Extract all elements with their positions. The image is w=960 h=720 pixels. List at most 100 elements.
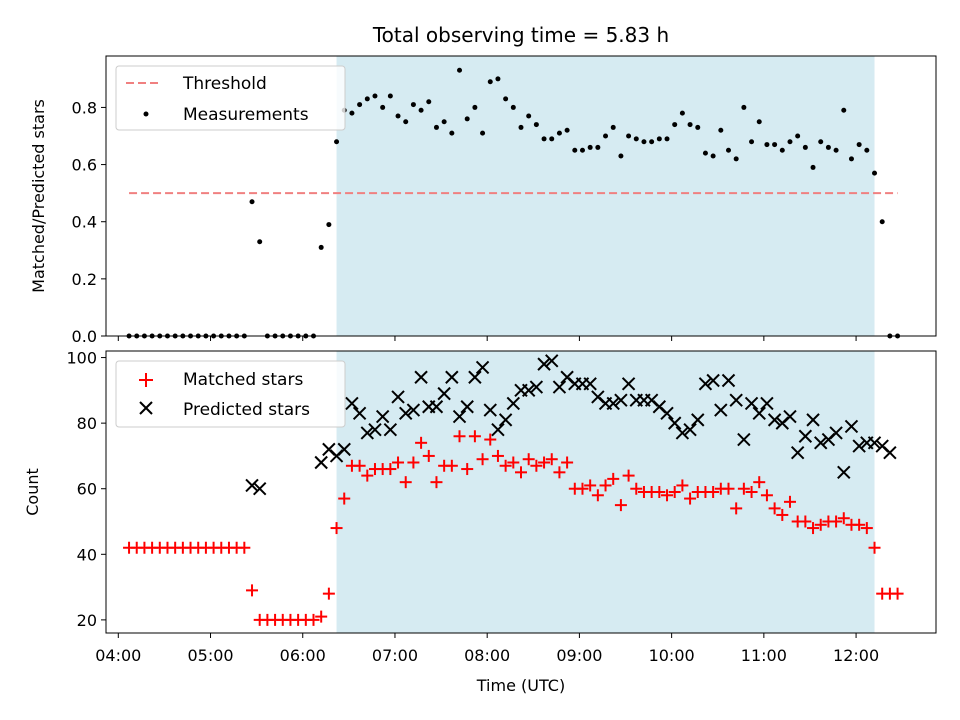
measurement-point — [472, 104, 478, 110]
measurement-point — [764, 142, 770, 148]
count-x-tick-label: 11:00 — [741, 646, 787, 665]
measurement-point — [510, 104, 516, 110]
measurement-point — [695, 124, 701, 130]
count-x-tick-label: 12:00 — [833, 646, 879, 665]
measurement-point — [664, 136, 670, 142]
matched-star-point — [246, 584, 259, 597]
predicted-star-point — [621, 377, 636, 391]
measurement-point — [702, 150, 708, 156]
predicted-star-point — [714, 403, 728, 417]
matched-star-point — [553, 466, 566, 479]
matched-star-point — [522, 453, 535, 466]
measurement-point — [526, 113, 532, 119]
measurement-point — [795, 133, 801, 139]
measurement-point — [541, 136, 547, 142]
count-legend: Matched stars Predicted stars — [115, 360, 346, 428]
measurement-point — [841, 107, 847, 113]
measurement-point — [357, 102, 363, 108]
measurement-point — [426, 99, 432, 105]
measurement-point — [618, 153, 624, 159]
ratio-y-tick-label: 0.2 — [72, 270, 97, 289]
predicted-star-point — [491, 422, 505, 437]
matched-star-point — [807, 522, 820, 535]
count-x-tick-label: 07:00 — [372, 646, 418, 665]
ratio-legend: Threshold Measurements — [115, 65, 346, 131]
predicted-star-point — [675, 426, 690, 440]
predicted-star-point — [383, 422, 398, 437]
matched-star-point — [614, 499, 627, 512]
predicted-star-point — [460, 400, 474, 414]
ratio-panel-shaded-region — [336, 56, 875, 336]
measurement-point — [733, 156, 739, 162]
matched-star-point — [530, 459, 543, 472]
count-y-tick-label: 60 — [77, 480, 97, 499]
legend-measurements-label: Measurements — [183, 105, 309, 125]
matched-star-point — [499, 459, 512, 472]
predicted-star-point — [783, 409, 797, 424]
predicted-star-point — [545, 354, 559, 368]
predicted-star-point — [537, 357, 551, 371]
matched-star-points — [123, 430, 904, 626]
measurement-point — [848, 156, 854, 162]
ratio-panel-frame — [105, 55, 937, 337]
measurement-point — [495, 76, 501, 82]
matched-star-point — [430, 476, 443, 489]
predicted-star-point — [767, 413, 782, 427]
matched-star-point — [576, 482, 589, 495]
predicted-star-point — [660, 406, 674, 421]
measurement-point — [518, 124, 524, 130]
measurement-point — [810, 164, 816, 170]
measurement-point — [772, 142, 778, 148]
matched-star-point — [584, 479, 597, 492]
matched-star-point — [661, 489, 674, 502]
matched-star-point — [353, 459, 366, 472]
predicted-star-point — [721, 373, 736, 388]
matched-star-point — [491, 449, 504, 462]
measurement-point — [503, 96, 509, 102]
predicted-star-point — [552, 380, 567, 394]
predicted-star-point — [529, 380, 544, 394]
predicted-star-point — [521, 383, 536, 398]
measurement-point — [726, 147, 731, 153]
count-x-tick-label: 04:00 — [95, 646, 141, 665]
measurement-point — [480, 130, 486, 136]
matched-star-point — [415, 436, 428, 449]
matched-star-point — [399, 476, 412, 489]
measurement-point — [749, 139, 755, 145]
predicted-star-point — [814, 436, 828, 450]
predicted-star-point — [744, 396, 759, 411]
count-y-tick-label: 20 — [77, 611, 97, 630]
matched-star-point — [730, 502, 743, 515]
predicted-star-point — [883, 445, 897, 460]
matched-star-point — [745, 486, 758, 498]
measurement-point — [672, 122, 678, 128]
matched-star-point — [461, 463, 474, 476]
matched-star-point — [315, 610, 328, 623]
predicted-star-point — [829, 426, 843, 440]
measurement-point — [587, 144, 593, 150]
predicted-star-point — [667, 416, 682, 430]
measurement-point — [633, 136, 639, 142]
predicted-star-point — [252, 482, 267, 496]
measurement-point — [872, 170, 878, 176]
matched-star-point — [753, 476, 766, 489]
count-x-tick-label: 09:00 — [556, 646, 602, 665]
matched-star-point — [868, 541, 881, 554]
measurement-point — [441, 119, 447, 125]
measurement-point — [626, 133, 632, 139]
predicted-star-point — [837, 465, 851, 480]
predicted-star-point — [399, 406, 413, 421]
predicted-star-point — [867, 436, 882, 450]
measurement-point — [679, 110, 685, 116]
predicted-star-point — [706, 373, 720, 388]
count-y-tick-label: 40 — [77, 545, 97, 564]
measurement-point — [833, 147, 839, 153]
measurement-point — [257, 239, 263, 245]
measurement-point — [372, 93, 378, 99]
measurement-point — [864, 147, 870, 153]
matched-star-point — [860, 522, 873, 535]
matched-star-point — [837, 512, 850, 525]
predicted-star-point — [798, 429, 813, 443]
measurement-point — [449, 130, 455, 136]
predicted-star-point — [506, 396, 521, 411]
